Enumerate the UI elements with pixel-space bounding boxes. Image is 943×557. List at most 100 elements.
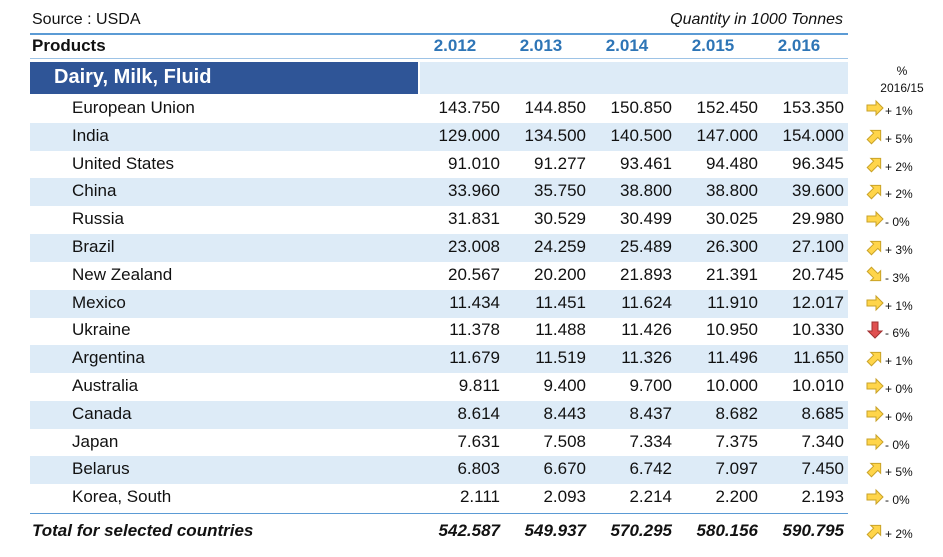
total-rule xyxy=(30,513,848,514)
section-box xyxy=(30,62,418,94)
change: + 5% xyxy=(885,465,913,480)
country: Belarus xyxy=(72,459,130,479)
trend-arrow xyxy=(866,405,884,423)
change: - 6% xyxy=(885,326,910,341)
country: China xyxy=(72,181,117,201)
row-band xyxy=(30,456,848,485)
value: 33.960 xyxy=(448,181,500,201)
year-header: 2.013 xyxy=(519,36,563,55)
value: 7.097 xyxy=(715,459,758,479)
value: 153.350 xyxy=(782,98,844,117)
value: 2.111 xyxy=(459,487,500,507)
value: 21.391 xyxy=(706,264,758,284)
country: Ukraine xyxy=(72,320,131,340)
country: Korea, South xyxy=(72,487,172,507)
value: 35.750 xyxy=(534,181,586,201)
column-header: Products xyxy=(32,36,106,55)
year-header: 2.012 xyxy=(433,36,477,55)
value: 38.800 xyxy=(620,181,672,201)
value: 9.811 xyxy=(458,376,500,395)
value: 20.567 xyxy=(448,264,500,284)
value: 7.450 xyxy=(801,459,844,479)
trend-arrow xyxy=(866,433,884,451)
value: 11.326 xyxy=(621,348,672,368)
country: Argentina xyxy=(72,348,145,368)
value: 144.850 xyxy=(524,98,586,117)
value: 140.500 xyxy=(610,125,672,145)
trend-arrow xyxy=(866,321,884,340)
change: + 5% xyxy=(885,131,913,146)
value: 11.496 xyxy=(707,348,758,368)
country: United States xyxy=(72,153,175,173)
trend-arrow xyxy=(866,488,884,506)
value: 11.910 xyxy=(707,292,758,312)
row-band xyxy=(30,345,848,374)
value: 39.600 xyxy=(792,181,844,201)
country: Mexico xyxy=(72,292,126,312)
value: 38.800 xyxy=(706,181,758,201)
section-title: Dairy, Milk, Fluid xyxy=(54,66,212,88)
value: 93.461 xyxy=(620,153,672,173)
value: 94.480 xyxy=(706,153,758,173)
value: 11.519 xyxy=(535,348,586,368)
value: 7.334 xyxy=(629,431,672,451)
value: 570.295 xyxy=(610,521,672,540)
trend-arrow xyxy=(866,210,884,228)
country: Russia xyxy=(72,209,124,229)
value: 143.750 xyxy=(438,98,500,117)
value: 590.795 xyxy=(782,521,844,540)
trend-arrow xyxy=(866,522,884,540)
value: 27.100 xyxy=(792,237,844,256)
value: 10.950 xyxy=(706,320,758,340)
value: 11.488 xyxy=(535,320,586,340)
value: 154.000 xyxy=(782,125,844,145)
country: Brazil xyxy=(72,237,115,256)
year-header: 2.015 xyxy=(691,36,735,55)
value: 147.000 xyxy=(696,125,758,145)
country: India xyxy=(72,125,109,145)
change: - 0% xyxy=(885,493,910,508)
year-header: 2.016 xyxy=(777,36,821,55)
value: 30.499 xyxy=(620,209,672,229)
value: 8.437 xyxy=(629,403,672,423)
value: 30.529 xyxy=(534,209,586,229)
trend-arrow xyxy=(866,349,884,367)
change: + 1% xyxy=(885,354,913,369)
trend-arrow xyxy=(866,460,884,478)
total-label: Total for selected countries xyxy=(32,521,254,540)
header-rule xyxy=(30,58,848,59)
country: Canada xyxy=(72,403,132,423)
change: - 3% xyxy=(885,270,910,285)
change: + 2% xyxy=(885,187,913,202)
value: 6.670 xyxy=(543,459,586,479)
value: 96.345 xyxy=(792,153,844,173)
trend-arrow xyxy=(866,238,884,256)
trend-arrow xyxy=(866,182,884,200)
value: 8.682 xyxy=(715,403,758,423)
change: - 0% xyxy=(885,215,910,230)
value: 10.000 xyxy=(706,376,758,395)
trend-arrow xyxy=(866,99,884,117)
change: + 2% xyxy=(885,159,913,174)
value: 24.259 xyxy=(534,237,586,256)
value: 11.451 xyxy=(535,292,586,312)
change: + 3% xyxy=(885,243,913,257)
value: 91.010 xyxy=(448,153,500,173)
value: 8.443 xyxy=(543,403,586,423)
trend-arrow xyxy=(866,155,884,173)
trend-arrow xyxy=(866,127,884,145)
source: Source : USDA xyxy=(32,11,141,28)
value: 6.803 xyxy=(457,459,500,479)
value: 11.434 xyxy=(449,292,500,312)
value: 580.156 xyxy=(696,521,758,540)
value: 542.587 xyxy=(438,521,500,540)
value: 20.745 xyxy=(792,264,844,284)
value: 8.685 xyxy=(801,403,844,423)
value: 129.000 xyxy=(438,125,500,145)
value: 29.980 xyxy=(792,209,844,229)
value: 10.330 xyxy=(792,320,844,340)
value: 21.893 xyxy=(620,264,672,284)
value: 2.200 xyxy=(715,487,758,507)
value: 7.375 xyxy=(715,431,758,451)
